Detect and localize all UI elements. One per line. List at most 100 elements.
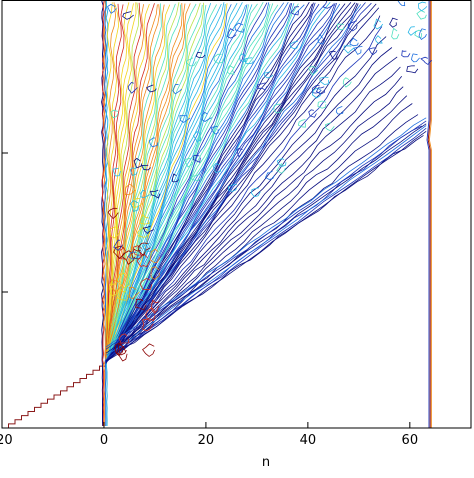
- contour-line: [117, 272, 131, 289]
- contour-line: [110, 109, 119, 119]
- contour-line: [389, 17, 398, 28]
- contour-line: [115, 343, 127, 356]
- contour-line: [227, 28, 237, 39]
- contour-line: [128, 251, 139, 260]
- contour-line: [239, 53, 247, 62]
- contour-line: [353, 46, 363, 55]
- plot-frame: [1, 0, 472, 429]
- contour-line: [427, 0, 431, 428]
- contour-line: [105, 3, 320, 362]
- contour-line: [195, 52, 206, 58]
- contour-line: [129, 167, 138, 176]
- contour-line: [336, 23, 345, 31]
- contour-line: [105, 4, 158, 362]
- contour-line: [185, 57, 197, 67]
- contour-line: [407, 26, 417, 36]
- contour-line: [105, 2, 243, 364]
- contour-line: [201, 111, 212, 122]
- contour-line: [236, 147, 243, 158]
- contour-line: [190, 174, 202, 181]
- contour-line: [420, 56, 432, 65]
- contour-line: [105, 3, 228, 362]
- contour-line: [105, 125, 427, 356]
- contour-line: [184, 158, 194, 168]
- contour-line: [322, 0, 334, 9]
- contour-line: [132, 245, 142, 256]
- contour-line: [374, 35, 383, 44]
- contour-line: [311, 87, 322, 99]
- contour-line: [227, 65, 235, 75]
- contour-line: [414, 29, 423, 38]
- contour-line: [105, 4, 165, 362]
- x-tick-label: 60: [402, 433, 419, 448]
- contour-line: [250, 187, 261, 198]
- contour-line: [105, 36, 387, 363]
- contour-line: [213, 53, 224, 64]
- contour-line: [105, 120, 427, 350]
- contour-line: [150, 266, 160, 280]
- contour-line: [135, 298, 147, 311]
- contour-line: [139, 277, 153, 290]
- contour-line: [257, 82, 268, 91]
- contour-line: [105, 3, 346, 364]
- x-tick-label: 20: [198, 433, 215, 448]
- contour-line: [127, 82, 138, 94]
- contour-line: [276, 158, 287, 168]
- contour-line: [172, 83, 182, 95]
- contour-line: [105, 2, 113, 361]
- contour-line: [179, 115, 191, 123]
- contour-line: [142, 225, 155, 235]
- contour-line: [105, 2, 137, 363]
- contour-line: [373, 18, 384, 30]
- contour-line: [105, 103, 413, 363]
- contour-line: [212, 163, 221, 173]
- contour-line: [107, 3, 117, 14]
- contour-line: [315, 86, 326, 95]
- contour-line: [105, 2, 180, 361]
- contour-line: [105, 2, 130, 363]
- contour-line: [105, 3, 258, 362]
- contour-line: [426, 0, 430, 428]
- contour-line: [149, 189, 161, 199]
- contour-line: [129, 200, 140, 213]
- contour-line: [117, 288, 128, 301]
- contour-line: [105, 4, 125, 363]
- contour-line: [227, 184, 237, 192]
- contour-line: [105, 123, 427, 354]
- contour-line: [290, 6, 300, 16]
- contour-line: [343, 45, 355, 54]
- contour-line: [276, 163, 286, 174]
- contour-line: [142, 343, 155, 357]
- contour-line: [192, 154, 201, 163]
- contour-line: [140, 189, 150, 198]
- contour-line: [113, 239, 124, 251]
- contour-line: [114, 342, 124, 356]
- contour-line: [319, 76, 330, 85]
- contour-line: [264, 170, 275, 180]
- x-tick-label: -20: [0, 433, 13, 448]
- contour-line: [105, 2, 264, 364]
- contour-line: [349, 37, 359, 47]
- contour-line: [2, 362, 107, 428]
- contour-line: [105, 4, 217, 363]
- contour-line: [131, 198, 143, 209]
- contour-line: [122, 11, 134, 20]
- contour-line: [105, 4, 145, 363]
- contour-line: [145, 307, 156, 322]
- x-tick-label: 40: [300, 433, 317, 448]
- contour-line: [105, 7, 380, 361]
- contour-line: [428, 0, 432, 428]
- contour-line: [124, 183, 136, 196]
- contour-line: [105, 3, 197, 364]
- contour-line: [105, 3, 291, 364]
- contour-line: [105, 3, 335, 363]
- contour-line: [105, 3, 150, 361]
- contour-line: [141, 242, 154, 253]
- contour-line: [108, 283, 118, 297]
- contour-line: [120, 250, 136, 265]
- contour-line: [335, 106, 344, 115]
- contour-line: [172, 173, 180, 183]
- contour-line: [308, 109, 317, 118]
- contour-line: [411, 53, 420, 63]
